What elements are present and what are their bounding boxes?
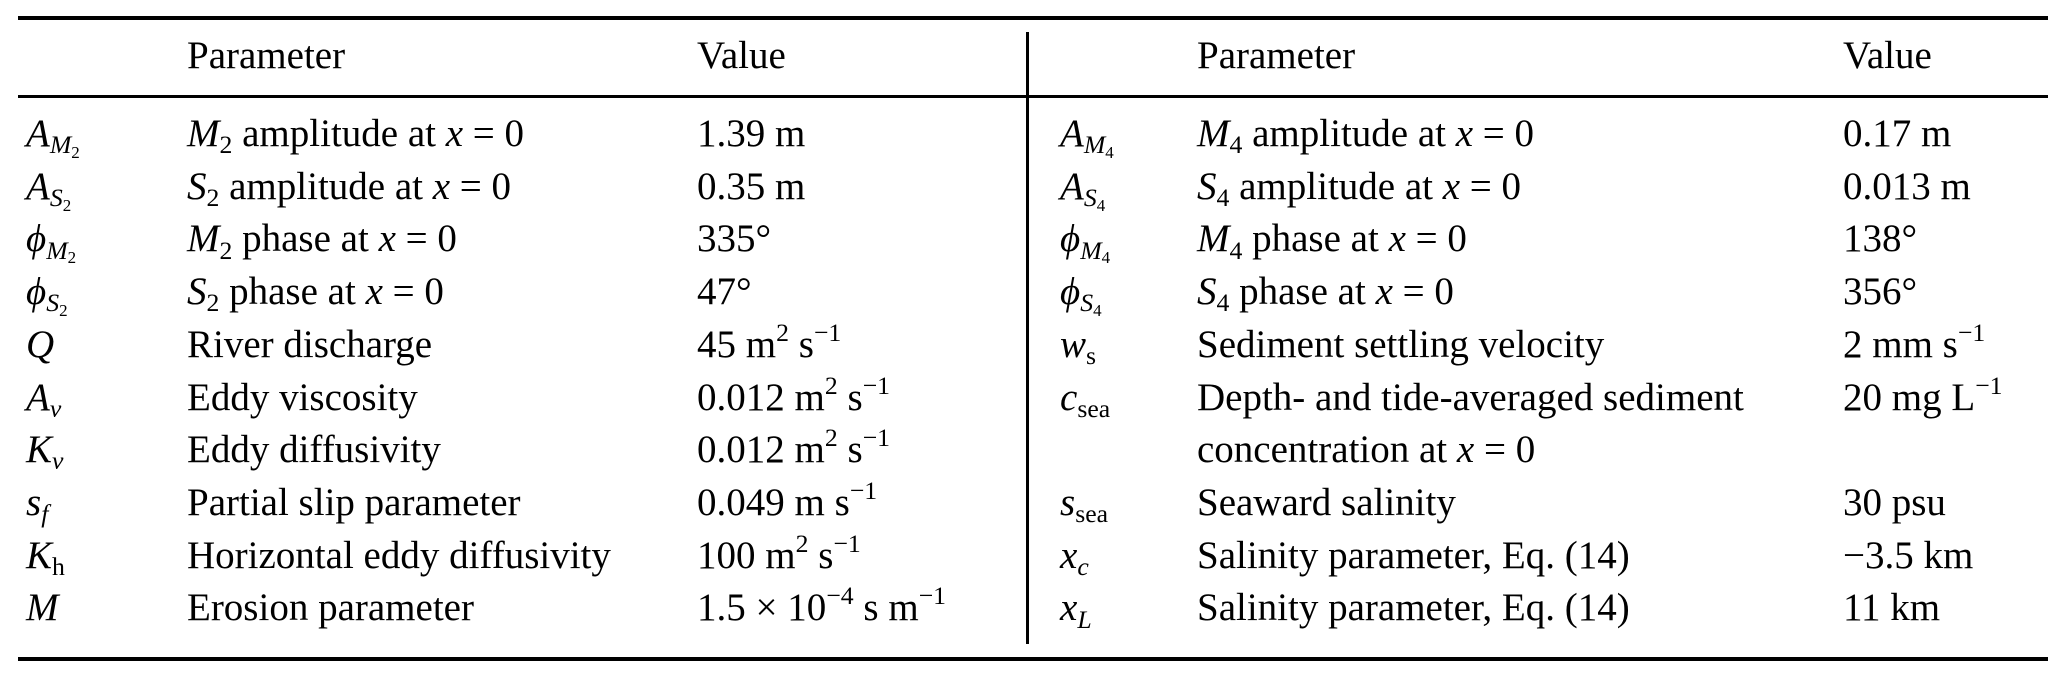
value-cell: 0.049 m s−1	[697, 475, 878, 524]
parameter-cell: S4 amplitude at x = 0	[1197, 164, 1522, 212]
symbol-cell: ϕM2	[26, 217, 77, 268]
right-table-body: AM4 M4 amplitude at x = 0 0.17 m AS4 S4 …	[1060, 108, 2060, 635]
symbol-cell: AM2	[26, 112, 80, 162]
value-cell: 335°	[697, 217, 772, 261]
left-table-body: AM2 M2 amplitude at x = 0 1.39 m AS2 S2 …	[26, 108, 1026, 635]
left-value-header: Value	[697, 34, 786, 77]
right-value-header: Value	[1843, 34, 1932, 77]
parameter-cell: Partial slip parameter	[187, 480, 521, 524]
symbol-cell: xL	[1060, 586, 1092, 634]
symbol-cell: ϕS2	[26, 270, 68, 321]
value-cell: 11 km	[1843, 586, 1941, 630]
parameter-cell: Sediment settling velocity	[1197, 322, 1605, 366]
parameter-cell: M2 amplitude at x = 0	[187, 112, 525, 160]
value-cell: 20 mg L−1	[1843, 370, 2003, 419]
header-separator-rule	[18, 95, 2048, 98]
symbol-cell: sf	[26, 480, 49, 529]
symbol-cell: Kν	[26, 428, 64, 476]
symbol-cell: M	[26, 586, 59, 630]
value-cell: 0.35 m	[697, 164, 806, 208]
parameter-cell: S2 amplitude at x = 0	[187, 164, 512, 212]
parameter-cell: River discharge	[187, 322, 433, 366]
symbol-cell: xc	[1060, 533, 1089, 581]
value-cell: −3.5 km	[1843, 533, 1974, 577]
value-cell: 2 mm s−1	[1843, 317, 1986, 366]
right-parameter-header: Parameter	[1197, 34, 1356, 77]
parameter-cell: Depth- and tide-averaged sediment concent…	[1197, 375, 1744, 472]
symbol-cell: Kh	[26, 533, 65, 581]
left-parameter-header: Parameter	[187, 34, 346, 77]
parameter-cell: Salinity parameter, Eq. (14)	[1197, 586, 1630, 630]
symbol-cell: AS4	[1060, 164, 1106, 215]
value-cell: 1.39 m	[697, 112, 806, 155]
symbol-cell: ϕS4	[1060, 270, 1102, 321]
value-cell: 30 psu	[1843, 480, 1946, 524]
value-cell: 47°	[697, 270, 752, 314]
symbol-cell: AM4	[1060, 112, 1114, 162]
top-rule	[18, 16, 2048, 20]
parameter-cell: S2 phase at x = 0	[187, 270, 444, 318]
value-cell: 45 m2 s−1	[697, 317, 842, 366]
parameter-cell: M4 amplitude at x = 0	[1197, 112, 1535, 160]
parameter-cell: Erosion parameter	[187, 586, 474, 630]
parameter-cell: Seaward salinity	[1197, 480, 1456, 524]
symbol-cell: ssea	[1060, 480, 1109, 529]
symbol-cell: csea	[1060, 375, 1111, 423]
symbol-cell: AS2	[26, 164, 72, 215]
symbol-cell: Q	[26, 322, 55, 366]
value-cell: 1.5 × 10−4 s m−1	[697, 581, 947, 630]
parameter-cell: Eddy viscosity	[187, 375, 418, 419]
value-cell: 356°	[1843, 270, 1918, 314]
parameter-cell: M2 phase at x = 0	[187, 217, 457, 265]
symbol-cell: ws	[1060, 322, 1097, 371]
parameter-cell: M4 phase at x = 0	[1197, 217, 1467, 265]
parameter-cell: Salinity parameter, Eq. (14)	[1197, 533, 1630, 577]
parameter-cell: S4 phase at x = 0	[1197, 270, 1454, 318]
value-cell: 0.012 m2 s−1	[697, 370, 891, 419]
value-cell: 0.17 m	[1843, 112, 1952, 155]
value-cell: 0.012 m2 s−1	[697, 423, 891, 472]
value-cell: 100 m2 s−1	[697, 528, 861, 577]
parameter-cell: Eddy diffusivity	[187, 428, 441, 472]
vertical-divider	[1026, 32, 1029, 644]
bottom-rule	[18, 657, 2048, 661]
symbol-cell: ϕM4	[1060, 217, 1111, 268]
symbol-cell: Aν	[26, 375, 62, 423]
value-cell: 0.013 m	[1843, 164, 1971, 208]
value-cell: 138°	[1843, 217, 1918, 261]
parameter-cell: Horizontal eddy diffusivity	[187, 533, 611, 577]
